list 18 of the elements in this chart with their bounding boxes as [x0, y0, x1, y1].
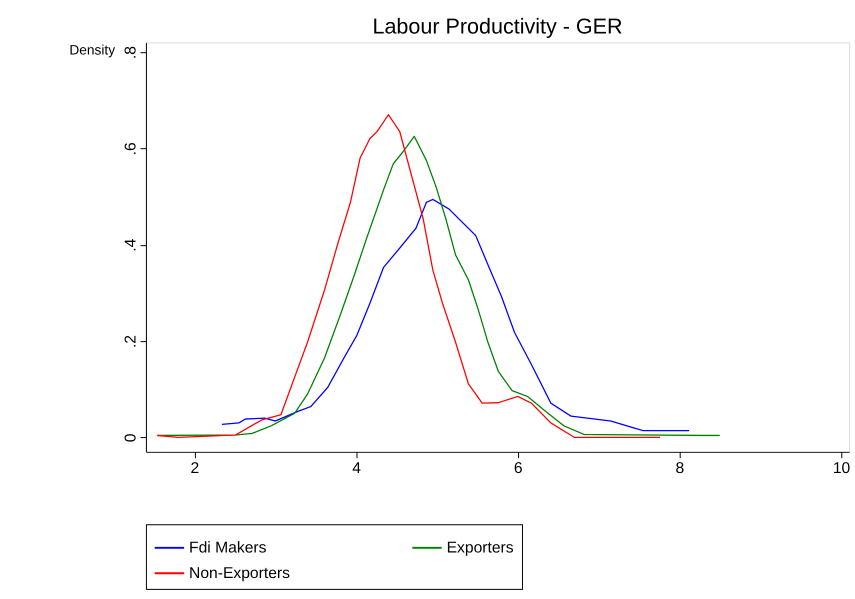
y-tick-label: .2 [122, 335, 140, 348]
x-tick-label: 4 [352, 460, 362, 477]
line-series [221, 198, 690, 432]
x-tick-label: 6 [514, 460, 523, 477]
legend-label: Fdi Makers [189, 540, 267, 557]
y-tick-label: .8 [122, 46, 140, 60]
y-axis-title: Density [69, 42, 116, 58]
chart-title: Labour Productivity - GER [372, 14, 623, 39]
y-tick-label: .4 [122, 238, 140, 252]
x-tick-label: 10 [832, 460, 851, 477]
y-tick-label: .6 [122, 142, 140, 156]
line-series [156, 136, 720, 436]
x-tick-label: 2 [190, 460, 200, 477]
legend-label: Exporters [446, 540, 514, 557]
line-series [156, 114, 661, 438]
y-tick-label: 0 [122, 433, 140, 442]
legend-label: Non-Exporters [189, 565, 290, 582]
x-tick-label: 8 [676, 460, 685, 477]
